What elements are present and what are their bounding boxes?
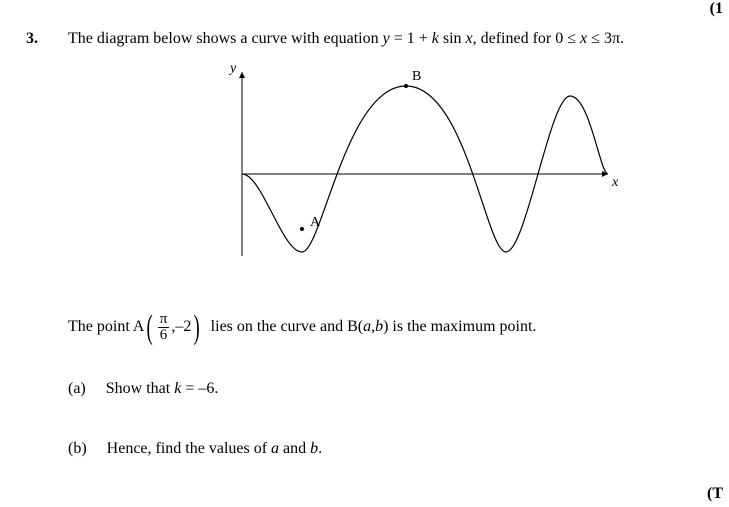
part-b-b: b — [310, 440, 318, 457]
part-b-post: . — [318, 440, 322, 457]
stem-mid: = 1 + — [390, 30, 432, 47]
point-b-var: b — [375, 318, 383, 336]
point-post2: ) is the maximum point. — [383, 318, 536, 336]
part-b: (b) Hence, find the values of a and b. — [68, 440, 322, 458]
stem-post1: , defined for 0 ≤ — [473, 30, 580, 47]
paren-open: ( — [147, 311, 153, 345]
figure: A By x — [170, 58, 620, 263]
svg-text:B: B — [412, 69, 421, 84]
part-a-text: Show that k = –6. — [106, 380, 219, 398]
part-a-pre: Show that — [106, 380, 174, 397]
point-A-line: The point A ( π 6 ,–2 ) lies on the curv… — [68, 310, 708, 344]
part-b-a: a — [271, 440, 279, 457]
stem-k: k — [432, 30, 439, 47]
part-b-text: Hence, find the values of a and b. — [107, 440, 323, 458]
mark-fragment-top: (1 — [710, 0, 723, 18]
stem-post2: ≤ 3π. — [587, 30, 624, 47]
page: (1 3. The diagram below shows a curve wi… — [0, 0, 729, 507]
frac-den: 6 — [158, 327, 170, 343]
point-a-var: a — [363, 318, 371, 336]
point-pre: The point A — [68, 318, 144, 336]
paren-close: ) — [194, 311, 200, 345]
svg-text:y: y — [228, 61, 237, 76]
part-a-post: = –6. — [181, 380, 218, 397]
fraction-pi-6: π 6 — [158, 312, 170, 343]
part-b-and: and — [279, 440, 310, 457]
curve-diagram: A By x — [170, 58, 620, 263]
mark-fragment-bottom: (T — [707, 485, 723, 503]
part-a: (a) Show that k = –6. — [68, 380, 218, 398]
stem-pre: The diagram below shows a curve with equ… — [68, 30, 383, 47]
point-post: lies on the curve and B( — [203, 318, 363, 336]
svg-text:A: A — [310, 215, 321, 230]
stem-y: y — [383, 30, 390, 47]
part-a-label: (a) — [68, 380, 86, 398]
frac-num: π — [158, 312, 170, 327]
svg-text:x: x — [611, 175, 619, 190]
stem-sin: sin — [439, 30, 466, 47]
question-stem: The diagram below shows a curve with equ… — [68, 30, 708, 48]
part-b-label: (b) — [68, 440, 87, 458]
part-b-pre: Hence, find the values of — [107, 440, 271, 457]
after-frac: ,–2 — [171, 318, 191, 336]
stem-x: x — [466, 30, 473, 47]
question-number: 3. — [26, 30, 38, 48]
